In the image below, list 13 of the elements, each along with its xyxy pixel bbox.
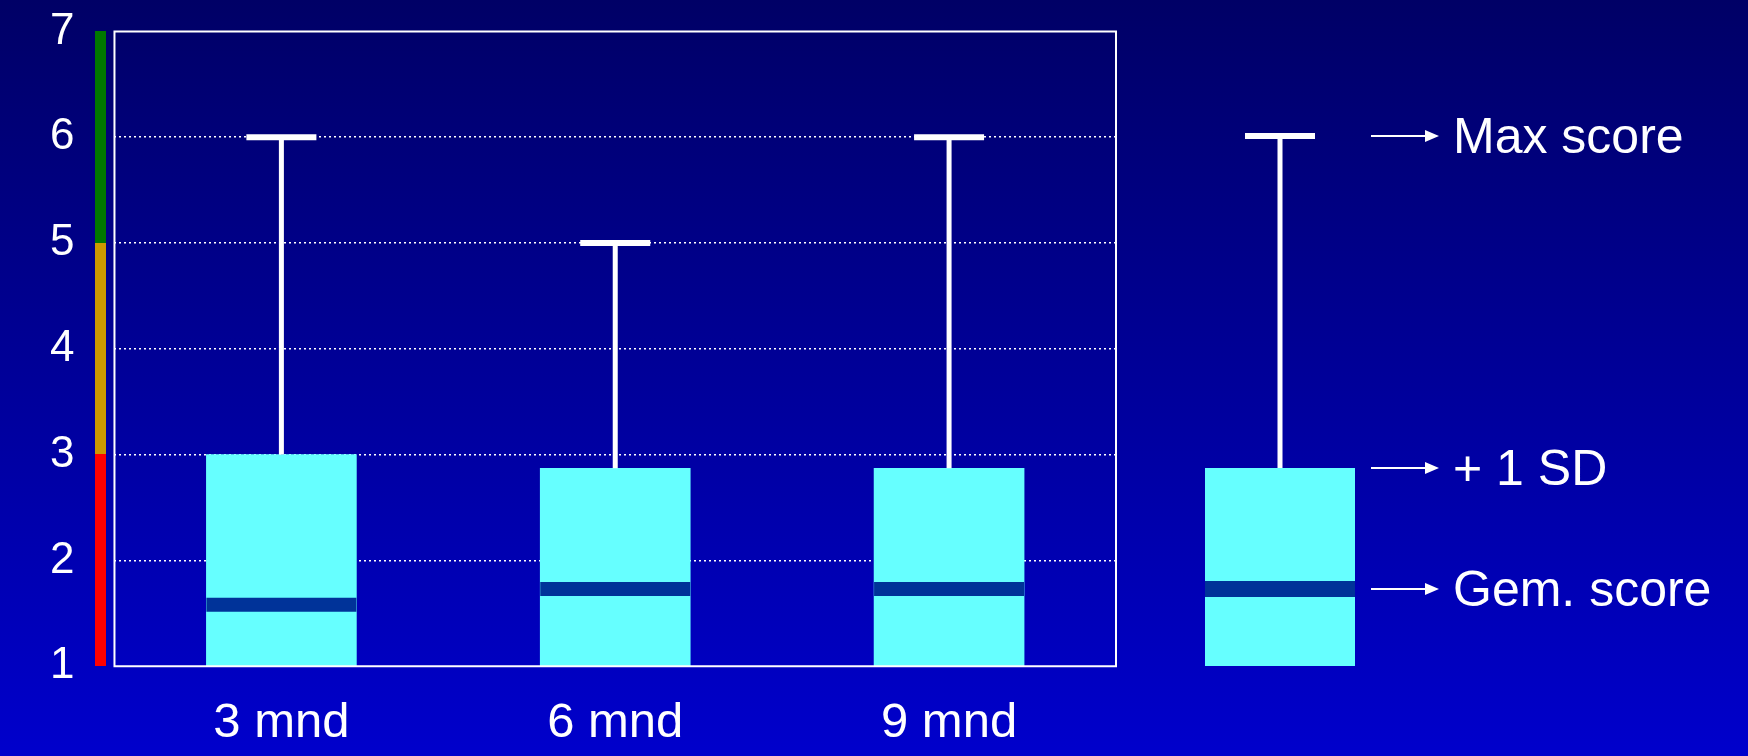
text: Gem. score [1453,560,1712,618]
y-tick-label: 2 [49,532,75,582]
y-tick-label: 7 [49,3,75,53]
y-tick-label: 5 [49,215,75,265]
y-tick-label: 6 [49,109,75,159]
x-tick-label: 3 mnd [213,693,350,748]
y-tick-label: 1 [49,638,75,688]
text: Max score [1453,107,1684,165]
y-tick-label: 3 [49,426,75,476]
text: + 1 SD [1453,439,1608,497]
x-tick-label: 6 mnd [547,693,684,748]
y-tick-label: 4 [49,320,75,370]
x-tick-label: 9 mnd [880,693,1018,748]
